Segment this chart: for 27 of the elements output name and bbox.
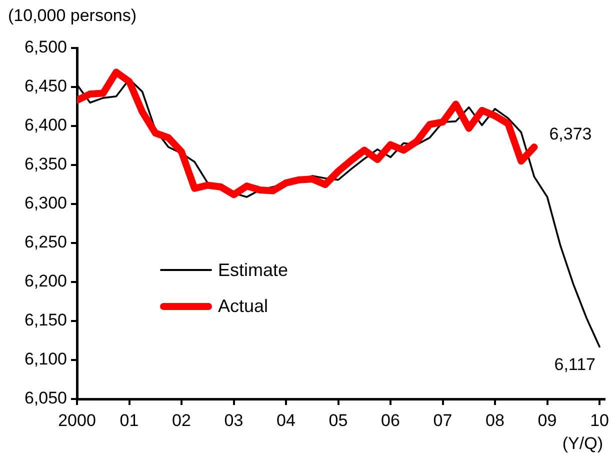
x-axis-title: (Y/Q) — [562, 434, 603, 454]
y-tick-label: 6,200 — [24, 272, 67, 291]
annotation: 6,373 — [549, 124, 592, 144]
x-tick-label: 2000 — [58, 410, 96, 430]
y-axis-title: (10,000 persons) — [8, 6, 137, 26]
x-tick-label: 04 — [276, 410, 296, 430]
y-tick-label: 6,350 — [24, 154, 67, 174]
y-tick-label: 6,300 — [24, 194, 67, 213]
legend-label: Actual — [218, 296, 268, 316]
y-tick-label: 6,400 — [24, 116, 67, 135]
y-tick-label: 6,150 — [24, 310, 67, 330]
y-tick-label: 6,050 — [24, 388, 67, 408]
x-tick-label: 10 — [590, 410, 609, 430]
x-tick-label: 02 — [172, 410, 191, 430]
x-tick-label: 09 — [538, 410, 557, 430]
y-tick-label: 6,100 — [24, 350, 67, 369]
annotation: 6,117 — [554, 354, 596, 374]
x-tick-label: 03 — [224, 410, 244, 430]
y-tick-label: 6,450 — [24, 76, 67, 96]
legend-label: Estimate — [218, 260, 288, 280]
x-tick-label: 07 — [433, 410, 452, 430]
x-tick-label: 06 — [381, 410, 400, 430]
x-tick-label: 08 — [486, 410, 504, 430]
y-tick-label: 6,500 — [24, 38, 67, 57]
x-tick-label: 01 — [120, 410, 139, 430]
x-tick-label: 05 — [328, 410, 348, 430]
y-tick-label: 6,250 — [24, 232, 67, 252]
